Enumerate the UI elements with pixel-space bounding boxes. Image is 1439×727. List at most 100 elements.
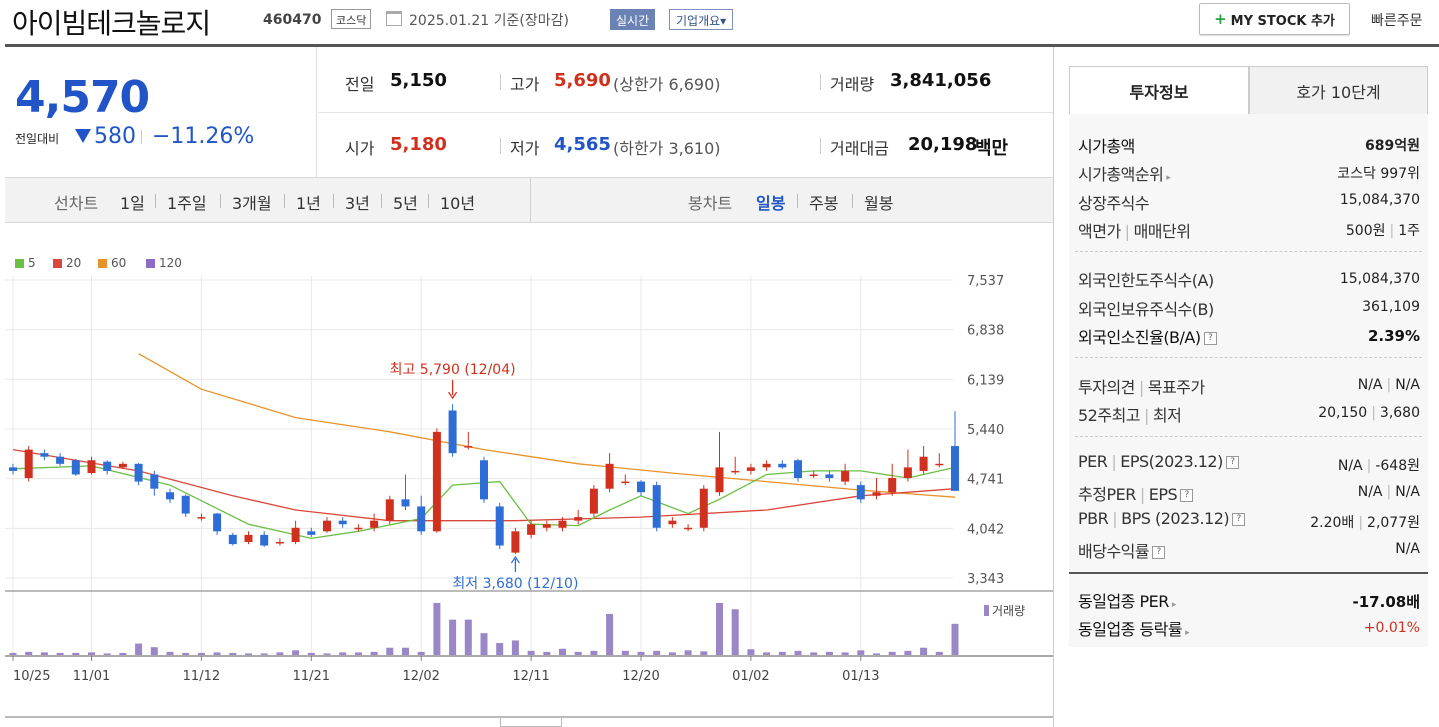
candle-body bbox=[166, 492, 174, 500]
mcap-rank-value: 코스닥 997위 bbox=[1337, 166, 1420, 182]
par-unit-label: 액면가 | 매매단위 bbox=[1078, 218, 1191, 242]
volume-bar bbox=[40, 652, 48, 655]
period-5y[interactable]: 5년 bbox=[393, 194, 418, 213]
volume-bar bbox=[119, 652, 127, 655]
x-tick-label: 01/13 bbox=[842, 669, 879, 684]
section-divider bbox=[1075, 251, 1422, 252]
candle-body bbox=[448, 410, 457, 454]
volume-bar bbox=[135, 643, 143, 655]
pbr-label: PBR bbox=[1078, 509, 1109, 528]
volume-legend-label: 거래량 bbox=[992, 604, 1025, 618]
stock-chart[interactable]: 7,537 6,838 6,139 5,440 4,741 4,042 3,343 10/25… bbox=[5, 258, 1053, 688]
candle-body bbox=[338, 520, 347, 525]
candle-body bbox=[527, 524, 536, 535]
volume-bar bbox=[354, 652, 362, 655]
chart-expand-button[interactable] bbox=[500, 718, 562, 727]
x-tick-label: 10/25 bbox=[13, 669, 50, 684]
period-10y[interactable]: 10년 bbox=[440, 194, 476, 213]
divider bbox=[333, 194, 334, 208]
period-weekly[interactable]: 주봉 bbox=[809, 194, 839, 213]
header-divider bbox=[5, 44, 1439, 47]
candle-body bbox=[951, 446, 959, 491]
add-my-stock-button[interactable]: + MY STOCK 추가 bbox=[1199, 3, 1350, 35]
separator: | bbox=[1371, 405, 1376, 421]
help-icon[interactable]: ? bbox=[1203, 332, 1217, 345]
foreign-hold-label: 외국인보유주식수(B) bbox=[1078, 300, 1214, 319]
est-eps-value: N/A bbox=[1395, 484, 1420, 500]
candle-body bbox=[684, 527, 693, 530]
volume-bar bbox=[763, 652, 771, 655]
volume-bar bbox=[150, 647, 158, 655]
volume-bar bbox=[276, 652, 284, 655]
amount-value: 20,198 bbox=[908, 134, 978, 155]
candle-body bbox=[872, 492, 881, 496]
volume-bar bbox=[559, 648, 566, 655]
period-3m[interactable]: 3개월 bbox=[232, 194, 272, 213]
help-icon[interactable]: ? bbox=[1232, 513, 1246, 526]
period-daily[interactable]: 일봉 bbox=[756, 194, 786, 213]
unit-label: 매매단위 bbox=[1133, 222, 1191, 241]
candle-chart-label: 봉차트 bbox=[688, 194, 733, 213]
divider bbox=[381, 194, 382, 208]
mcap-rank-label[interactable]: 시가총액순위 ▸ bbox=[1078, 161, 1171, 185]
candle-body bbox=[731, 470, 740, 473]
separator: | bbox=[1111, 452, 1117, 471]
candle-body bbox=[495, 506, 504, 546]
company-overview-dropdown[interactable]: 기업개요▾ bbox=[669, 9, 734, 30]
amount-label: 거래대금 bbox=[830, 139, 889, 158]
quick-order-link[interactable]: 빠른주문 bbox=[1371, 13, 1423, 29]
volume-bar bbox=[213, 652, 221, 655]
arrow-right-icon: ▸ bbox=[1166, 173, 1171, 183]
candle-body bbox=[213, 513, 222, 532]
industry-per-label[interactable]: 동일업종 PER ▸ bbox=[1078, 588, 1176, 612]
candle-body bbox=[589, 488, 598, 514]
high-value: 5,690 bbox=[554, 70, 611, 91]
volume-bar bbox=[339, 652, 347, 655]
period-monthly[interactable]: 월봉 bbox=[864, 194, 894, 213]
volume-bar bbox=[323, 653, 331, 655]
right-panel bbox=[1053, 47, 1439, 727]
period-3y[interactable]: 3년 bbox=[345, 194, 370, 213]
ma60-legend: 60 bbox=[111, 256, 127, 270]
volume-bar bbox=[480, 633, 488, 655]
candle-body bbox=[668, 520, 677, 525]
candle-body bbox=[621, 481, 630, 484]
volume-bar bbox=[731, 609, 739, 655]
section-divider bbox=[1075, 436, 1422, 437]
industry-change-label[interactable]: 동일업종 등락률 ▸ bbox=[1078, 616, 1190, 640]
realtime-button[interactable]: 실시간 bbox=[610, 9, 656, 30]
divider bbox=[220, 194, 221, 208]
volume-bar bbox=[449, 619, 457, 655]
period-1d[interactable]: 1일 bbox=[120, 194, 145, 213]
candle-body bbox=[40, 453, 49, 457]
ma5-line bbox=[12, 465, 956, 540]
tab-invest-info[interactable]: 투자정보 bbox=[1069, 66, 1249, 115]
period-1y[interactable]: 1년 bbox=[296, 194, 321, 213]
volume-bar bbox=[166, 651, 174, 655]
tab-quote-10[interactable]: 호가 10단계 bbox=[1249, 66, 1428, 115]
separator: | bbox=[1386, 377, 1392, 393]
period-1w[interactable]: 1주일 bbox=[167, 194, 207, 213]
mcap-value-text: 689억원 bbox=[1365, 138, 1420, 154]
y-tick-label: 7,537 bbox=[967, 274, 1004, 289]
volume-bar bbox=[292, 650, 300, 655]
dividend-text: 배당수익률 bbox=[1078, 542, 1150, 561]
candle-body bbox=[432, 431, 441, 532]
volume-bar bbox=[951, 623, 959, 655]
shares-label: 상장주식수 bbox=[1078, 194, 1150, 213]
industry-per-text: 동일업종 PER bbox=[1078, 592, 1169, 611]
candle-body bbox=[511, 531, 520, 553]
volume-bar bbox=[778, 651, 786, 655]
per-value: N/A bbox=[1337, 458, 1363, 474]
help-icon[interactable]: ? bbox=[1152, 546, 1166, 559]
help-icon[interactable]: ? bbox=[1180, 489, 1194, 502]
plus-icon: + bbox=[1214, 10, 1227, 28]
candle-body bbox=[228, 534, 237, 545]
ma120-swatch bbox=[146, 259, 155, 268]
x-tick-label: 11/01 bbox=[73, 669, 110, 684]
help-icon[interactable]: ? bbox=[1225, 456, 1239, 469]
volume-bar bbox=[684, 650, 692, 655]
x-tick-label: 11/12 bbox=[183, 669, 220, 684]
separator: | bbox=[1389, 223, 1395, 239]
price-summary bbox=[5, 47, 317, 177]
